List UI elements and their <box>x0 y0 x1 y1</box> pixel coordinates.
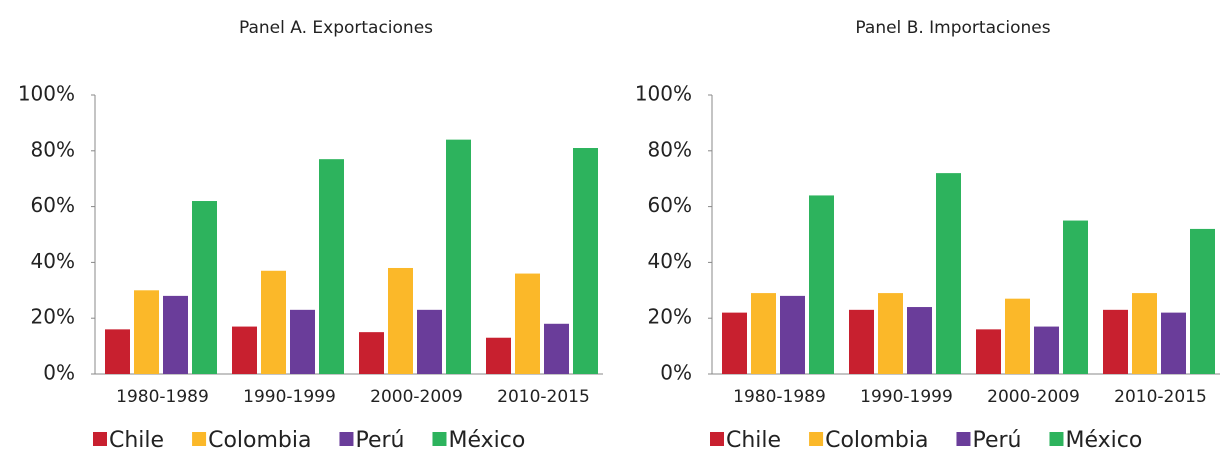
bar <box>359 332 384 374</box>
x-tick-label: 2000-2009 <box>987 387 1080 407</box>
y-tick-label: 80% <box>648 137 692 161</box>
x-tick-label: 1980-1989 <box>116 387 209 407</box>
bar <box>751 293 776 374</box>
y-tick-label: 60% <box>31 193 75 217</box>
legend-swatch <box>1049 432 1064 446</box>
bar <box>907 307 932 374</box>
bar <box>261 270 286 374</box>
bar <box>417 309 442 374</box>
bar <box>290 309 315 374</box>
bar <box>446 139 471 374</box>
bar <box>936 173 961 374</box>
bar <box>1063 220 1088 374</box>
x-tick-label: 2010-2015 <box>497 387 590 407</box>
legend-label: Chile <box>726 428 781 453</box>
y-tick-label: 0% <box>660 361 692 385</box>
bar <box>1132 293 1157 374</box>
x-tick-label: 2010-2015 <box>1114 387 1207 407</box>
legend-label: México <box>1065 428 1142 453</box>
legend-swatch <box>432 432 447 446</box>
bar <box>1034 326 1059 374</box>
y-tick-label: 0% <box>43 361 75 385</box>
bar <box>878 293 903 374</box>
bar <box>1161 312 1186 374</box>
legend-swatch <box>339 432 354 446</box>
x-tick-label: 1990-1999 <box>243 387 336 407</box>
bar <box>192 201 217 374</box>
x-tick-label: 2000-2009 <box>370 387 463 407</box>
y-tick-label: 80% <box>31 137 75 161</box>
bar <box>515 273 540 374</box>
bar <box>849 309 874 374</box>
y-tick-label: 40% <box>648 249 692 273</box>
legend-swatch <box>956 432 971 446</box>
chart-title: Panel A. Exportaciones <box>239 18 433 38</box>
bar <box>163 295 188 374</box>
bar <box>1005 298 1030 374</box>
chart-title: Panel B. Importaciones <box>855 18 1050 38</box>
bar <box>809 195 834 374</box>
bar <box>105 329 130 374</box>
legend-swatch <box>93 432 107 446</box>
bar <box>1190 228 1215 374</box>
y-tick-label: 40% <box>31 249 75 273</box>
bar <box>232 326 257 374</box>
x-tick-label: 1990-1999 <box>860 387 953 407</box>
y-tick-label: 20% <box>31 305 75 329</box>
bar <box>780 295 805 374</box>
legend-label: Perú <box>355 428 404 453</box>
legend-label: Chile <box>109 428 164 453</box>
x-tick-label: 1980-1989 <box>733 387 826 407</box>
bar <box>573 148 598 374</box>
legend-label: Colombia <box>208 428 311 453</box>
legend-swatch <box>710 432 724 446</box>
legend-label: Perú <box>972 428 1021 453</box>
bar <box>486 337 511 374</box>
bar <box>1103 309 1128 374</box>
legend-label: Colombia <box>825 428 928 453</box>
legend-swatch <box>809 432 824 446</box>
y-tick-label: 100% <box>18 82 75 106</box>
y-tick-label: 100% <box>635 82 692 106</box>
bar <box>544 323 569 374</box>
legend-swatch <box>192 432 207 446</box>
bar <box>134 290 159 374</box>
y-tick-label: 20% <box>648 305 692 329</box>
bar <box>388 267 413 374</box>
legend-label: México <box>448 428 525 453</box>
bar <box>722 312 747 374</box>
bar <box>976 329 1001 374</box>
y-tick-label: 60% <box>648 193 692 217</box>
bar <box>319 159 344 374</box>
